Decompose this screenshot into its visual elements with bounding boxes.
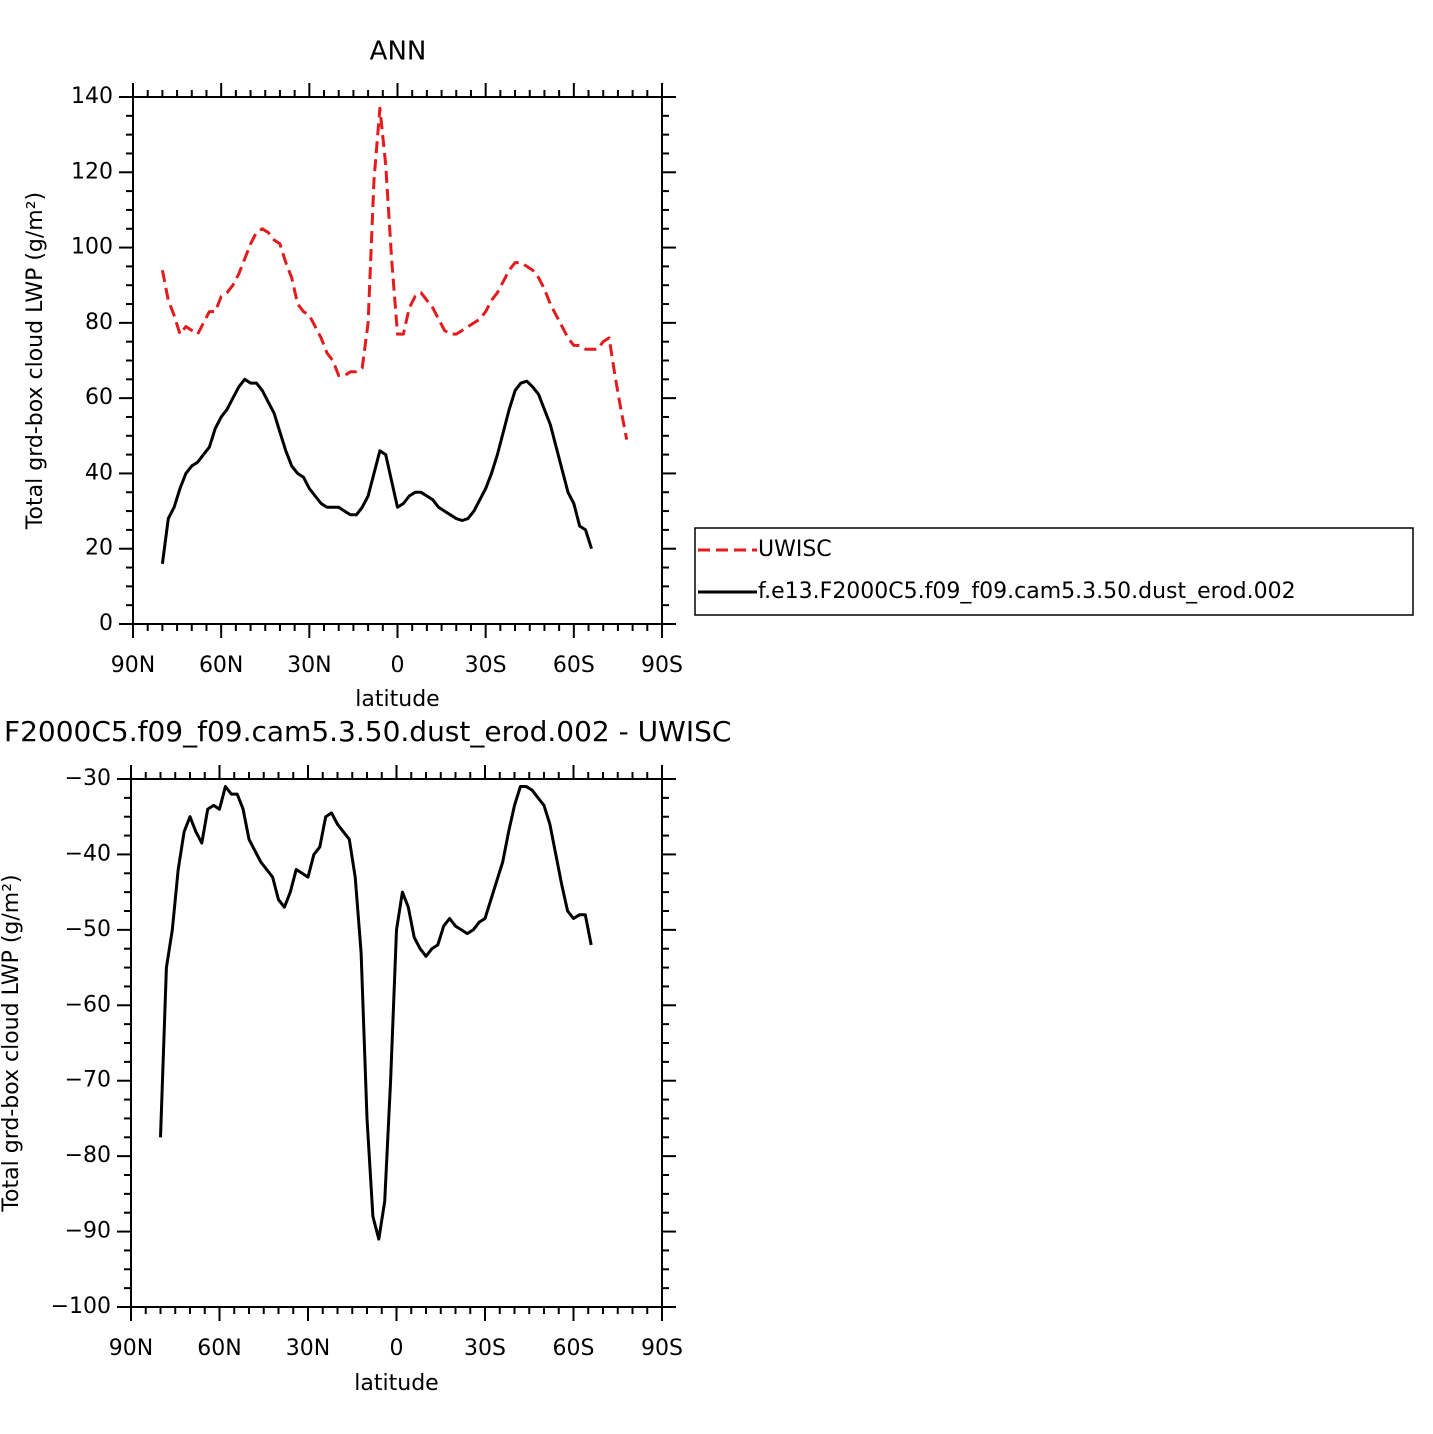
y-tick-label: −60 <box>65 992 111 1017</box>
y-tick-label: 100 <box>71 235 113 260</box>
x-axis-label: latitude <box>355 687 439 712</box>
chart-title: ANN <box>370 37 427 67</box>
y-tick-label: −90 <box>65 1219 111 1244</box>
data-line <box>160 106 629 440</box>
legend-label: UWISC <box>758 537 832 562</box>
y-tick-label: 20 <box>85 536 113 561</box>
x-tick-label: 90N <box>109 1336 153 1361</box>
x-tick-label: 60S <box>553 1336 595 1361</box>
data-line <box>159 785 593 1241</box>
chart-title: F2000C5.f09_f09.cam5.3.50.dust_erod.002 … <box>4 715 731 748</box>
y-tick-label: 80 <box>85 310 113 335</box>
plot-frame <box>132 96 663 625</box>
y-tick-label: 60 <box>85 385 113 410</box>
y-tick-label: 0 <box>99 611 113 636</box>
y-tick-label: −30 <box>65 766 111 791</box>
legend-label: f.e13.F2000C5.f09_f09.cam5.3.50.dust_ero… <box>758 579 1296 604</box>
plot-frame <box>130 778 663 1308</box>
y-tick-label: −80 <box>65 1143 111 1168</box>
x-tick-label: 0 <box>390 1336 404 1361</box>
x-tick-label: 60S <box>553 653 595 678</box>
x-tick-label: 90S <box>641 1336 683 1361</box>
x-tick-label: 0 <box>391 653 405 678</box>
y-tick-label: −70 <box>65 1068 111 1093</box>
y-tick-label: −40 <box>65 841 111 866</box>
x-tick-label: 90S <box>641 653 683 678</box>
x-tick-label: 60N <box>199 653 243 678</box>
x-tick-label: 60N <box>197 1336 241 1361</box>
data-line <box>160 377 593 564</box>
y-axis-label: Total grd-box cloud LWP (g/m²) <box>23 192 48 530</box>
y-tick-label: 120 <box>71 159 113 184</box>
x-tick-label: 30S <box>465 653 507 678</box>
y-tick-label: 140 <box>71 84 113 109</box>
x-tick-label: 30N <box>287 653 331 678</box>
y-tick-label: −100 <box>51 1294 111 1319</box>
x-tick-label: 30N <box>286 1336 330 1361</box>
x-tick-label: 90N <box>111 653 155 678</box>
legend-box <box>694 527 1414 616</box>
y-tick-label: −50 <box>65 917 111 942</box>
x-tick-label: 30S <box>464 1336 506 1361</box>
y-axis-label: Total grd-box cloud LWP (g/m²) <box>0 874 24 1212</box>
y-tick-label: 40 <box>85 460 113 485</box>
x-axis-label: latitude <box>354 1371 438 1396</box>
